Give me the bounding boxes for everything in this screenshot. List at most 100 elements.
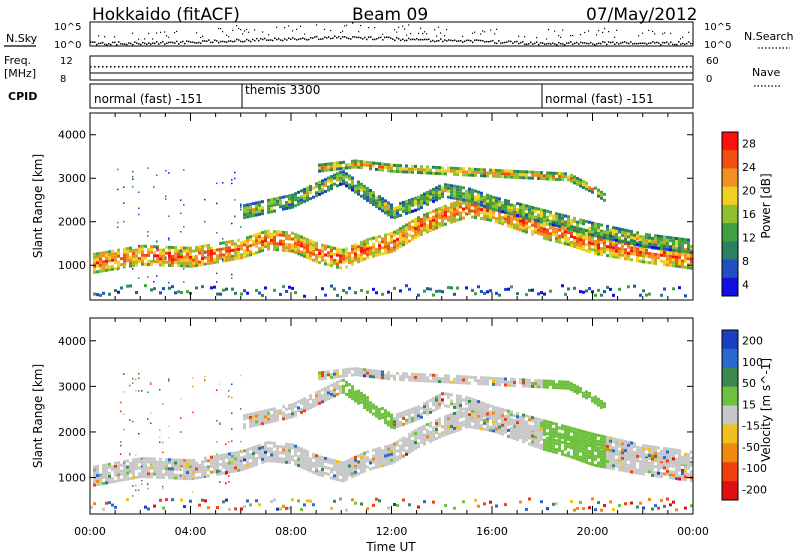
power-cell [279, 242, 282, 246]
power-cell [678, 262, 681, 266]
velocity-cell [198, 466, 201, 470]
velocity-cell [519, 427, 522, 431]
velocity-cell [117, 479, 120, 483]
power-cell [321, 179, 324, 183]
power-cell [135, 251, 138, 255]
power-cell [687, 250, 690, 254]
power-cell [414, 167, 417, 171]
power-cell [681, 265, 684, 269]
power-cell [375, 238, 378, 242]
power-cell [360, 243, 363, 247]
velocity-cell [303, 400, 306, 404]
power-cell [579, 241, 582, 245]
freq-point [94, 66, 96, 68]
power-cell [579, 230, 582, 234]
velocity-cell [612, 455, 615, 459]
noise-cell [594, 293, 597, 297]
nsky-point [496, 42, 498, 45]
power-cell [567, 227, 570, 231]
velocity-cell [474, 378, 477, 382]
power-cell [501, 204, 504, 208]
power-cell [522, 229, 525, 233]
power-cell [588, 238, 591, 242]
velocity-cell [615, 438, 618, 442]
power-cell [411, 200, 414, 204]
noise-cell [174, 291, 177, 295]
velocity-cell [531, 416, 534, 420]
velocity-cell [609, 457, 612, 461]
velocity-cell [120, 472, 123, 476]
velocity-cell [327, 472, 330, 476]
power-cell [615, 226, 618, 230]
velocity-cell [486, 403, 489, 407]
velocity-cell [297, 400, 300, 404]
noise-cell [279, 507, 282, 511]
velocity-cell [396, 455, 399, 459]
freq-point [474, 66, 476, 68]
velocity-cell [99, 482, 102, 486]
power-cell [357, 245, 360, 249]
power-cell [210, 258, 213, 262]
freq-point [274, 66, 276, 68]
velocity-cell [456, 406, 459, 410]
velocity-cell [597, 449, 600, 453]
power-cell [135, 263, 138, 267]
velocity-cell [384, 412, 387, 416]
velocity-cell [132, 464, 135, 468]
nsky-point [474, 31, 476, 33]
power-cell [552, 230, 555, 234]
power-cell [519, 205, 522, 209]
power-cell [306, 250, 309, 254]
power-cell [360, 163, 363, 167]
power-cell [330, 165, 333, 169]
scatter-dot [216, 471, 218, 474]
power-cell [123, 256, 126, 260]
scatter-dot [150, 383, 152, 385]
power-cell [627, 235, 630, 239]
power-cell [93, 255, 96, 259]
freq-point [582, 66, 584, 68]
power-cell [459, 214, 462, 218]
velocity-cell [276, 456, 279, 460]
velocity-cell [312, 398, 315, 402]
freq-point [290, 66, 292, 68]
power-cell [306, 238, 309, 242]
power-cell [141, 262, 144, 266]
velocity-cell [411, 442, 414, 446]
velocity-cell [417, 375, 420, 379]
nsky-point [244, 30, 246, 32]
velocity-cell [210, 464, 213, 468]
velocity-cell [240, 465, 243, 469]
power-cell [648, 242, 651, 246]
velocity-cell [537, 423, 540, 427]
scatter-dot [153, 257, 155, 259]
freq-point [614, 66, 616, 68]
velocity-cell [432, 435, 435, 439]
noise-cell [540, 500, 543, 504]
velocity-cell [432, 400, 435, 404]
velocity-cell [186, 474, 189, 478]
power-cell [240, 244, 243, 248]
power-cell [207, 243, 210, 247]
power-cell [339, 254, 342, 258]
power-cell [252, 234, 255, 238]
velocity-cell [324, 456, 327, 460]
velocity-cell [147, 475, 150, 479]
velocity-cell [333, 391, 336, 395]
velocity-cell [453, 411, 456, 415]
power-cell [657, 256, 660, 260]
velocity-cell [102, 466, 105, 470]
power-cell [498, 175, 501, 179]
power-cell [549, 213, 552, 217]
scatter-dot [159, 441, 161, 443]
freq-point [130, 66, 132, 68]
power-cell [471, 197, 474, 201]
power-cell [600, 232, 603, 236]
nsky-point [156, 41, 158, 43]
power-cell [138, 251, 141, 255]
power-cell [450, 202, 453, 206]
velocity-cell [489, 428, 492, 432]
velocity-cell [348, 392, 351, 396]
power-cell [477, 193, 480, 197]
velocity-cell [513, 383, 516, 387]
